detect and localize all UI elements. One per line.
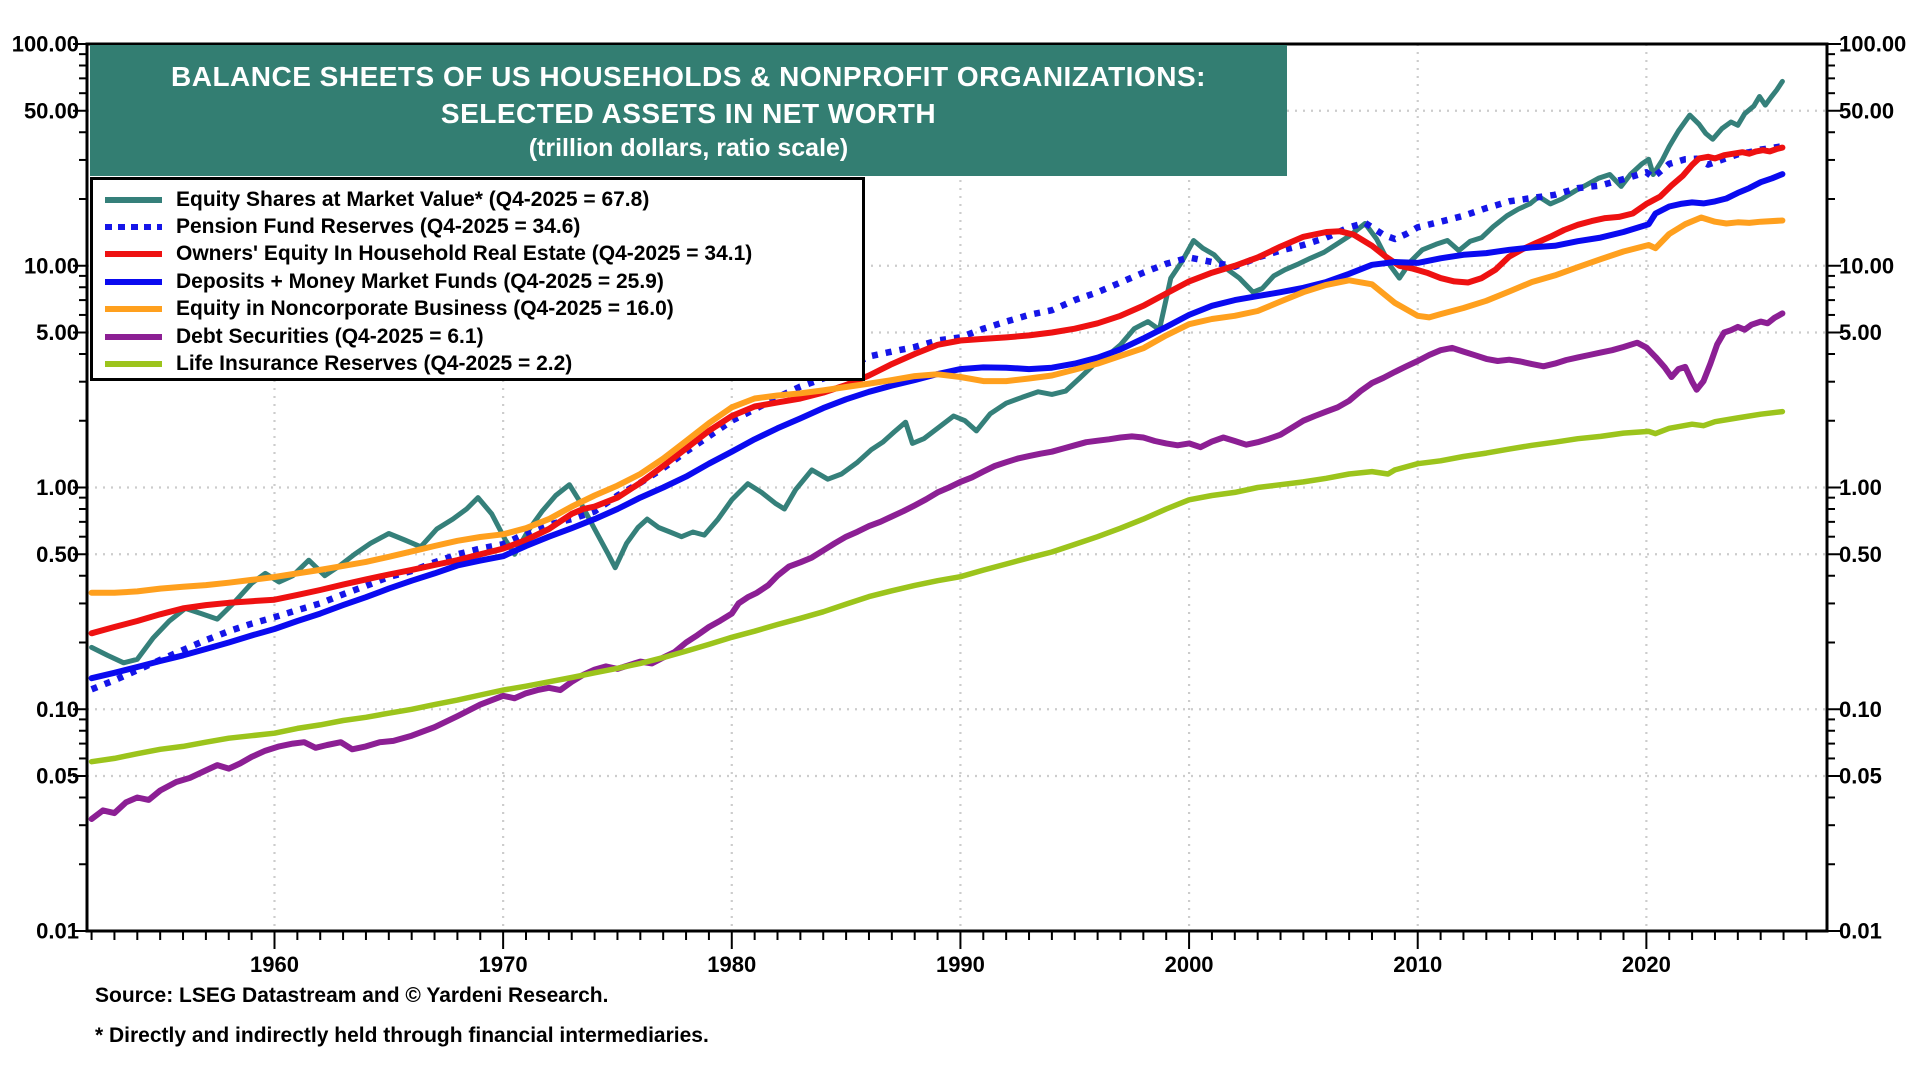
series-line-life-insurance-reserves (88, 408, 1786, 765)
legend-label-life-insurance-reserves: Life Insurance Reserves (Q4-2025 = 2.2) (176, 352, 573, 376)
legend-item-equity-noncorporate-business: Equity in Noncorporate Business (Q4-2025… (105, 296, 862, 323)
series-lines (88, 78, 1786, 822)
axis-ticks (73, 43, 1841, 949)
legend-label-deposits-money-market-funds: Deposits + Money Market Funds (Q4-2025 =… (176, 269, 664, 293)
series-line-equity-shares (89, 78, 1785, 666)
legend-item-deposits-money-market-funds: Deposits + Money Market Funds (Q4-2025 =… (105, 268, 862, 295)
legend-line-sample-equity-shares (105, 196, 162, 203)
legend-item-life-insurance-reserves: Life Insurance Reserves (Q4-2025 = 2.2) (105, 350, 862, 377)
legend-label-equity-shares: Equity Shares at Market Value* (Q4-2025 … (176, 187, 650, 211)
x-axis-label: 1990 (936, 952, 985, 977)
y-axis-label-right: 0.01 (1839, 919, 1882, 944)
chart-title-line-3: (trillion dollars, ratio scale) (528, 133, 849, 162)
axis-labels: 100.00 100.00 50.00 50.00 10.00 10.00 5.00 5.00… (12, 32, 1907, 978)
y-axis-label-right: 0.10 (1839, 697, 1882, 722)
chart-title-line-1: BALANCE SHEETS OF US HOUSEHOLDS & NONPRO… (171, 60, 1206, 92)
chart-title-line-2: SELECTED ASSETS IN NET WORTH (440, 97, 937, 129)
y-axis-label-left: 0.50 (36, 542, 79, 567)
y-axis-label-left: 1.00 (36, 475, 79, 500)
y-axis-label-right: 0.50 (1839, 542, 1882, 567)
y-axis-label-left: 0.05 (36, 764, 79, 789)
legend: Equity Shares at Market Value* (Q4-2025 … (90, 177, 865, 381)
legend-line-sample-life-insurance-reserves (105, 361, 162, 368)
y-axis-label-left: 0.01 (36, 919, 79, 944)
y-axis-label-left: 5.00 (36, 320, 79, 345)
legend-line-sample-debt-securities (105, 333, 162, 340)
y-axis-label-right: 0.05 (1839, 764, 1882, 789)
x-axis-label: 1970 (479, 952, 528, 977)
y-axis-label-right: 50.00 (1839, 98, 1894, 123)
legend-line-sample-owners-equity-real-estate (105, 251, 162, 258)
chart-title-box: BALANCE SHEETS OF US HOUSEHOLDS & NONPRO… (90, 45, 1287, 176)
series-line-deposits-money-market-funds (88, 171, 1786, 682)
y-axis-label-right: 10.00 (1839, 253, 1894, 278)
y-axis-label-left: 0.10 (36, 697, 79, 722)
legend-item-equity-shares: Equity Shares at Market Value* (Q4-2025 … (105, 186, 862, 213)
legend-label-debt-securities: Debt Securities (Q4-2025 = 6.1) (176, 324, 484, 348)
series-line-debt-securities (88, 310, 1786, 822)
x-axis-label: 1960 (250, 952, 299, 977)
y-axis-label-right: 1.00 (1839, 475, 1882, 500)
legend-label-equity-noncorporate-business: Equity in Noncorporate Business (Q4-2025… (176, 297, 674, 321)
x-axis-label: 2000 (1165, 952, 1214, 977)
legend-line-sample-pension-fund-reserves (105, 224, 162, 231)
legend-line-sample-equity-noncorporate-business (105, 306, 162, 313)
footnote-text: * Directly and indirectly held through f… (95, 1024, 709, 1047)
legend-line-sample-deposits-money-market-funds (105, 278, 162, 285)
y-axis-label-right: 100.00 (1839, 32, 1906, 57)
series-line-owners-equity-real-estate (88, 144, 1786, 637)
legend-item-owners-equity-real-estate: Owners' Equity In Household Real Estate … (105, 241, 862, 268)
legend-item-debt-securities: Debt Securities (Q4-2025 = 6.1) (105, 323, 862, 350)
legend-item-pension-fund-reserves: Pension Fund Reserves (Q4-2025 = 34.6) (105, 213, 862, 240)
y-axis-label-left: 100.00 (12, 32, 79, 57)
y-axis-label-left: 50.00 (24, 98, 79, 123)
x-axis-label: 2010 (1393, 952, 1442, 977)
x-axis-label: 2020 (1622, 952, 1671, 977)
source-text: Source: LSEG Datastream and © Yardeni Re… (95, 984, 609, 1007)
x-axis-label: 1980 (707, 952, 756, 977)
legend-label-pension-fund-reserves: Pension Fund Reserves (Q4-2025 = 34.6) (176, 215, 581, 239)
legend-label-owners-equity-real-estate: Owners' Equity In Household Real Estate … (176, 242, 753, 266)
y-axis-label-left: 10.00 (24, 253, 79, 278)
series-line-equity-noncorporate-business (88, 214, 1786, 596)
y-axis-label-right: 5.00 (1839, 320, 1882, 345)
